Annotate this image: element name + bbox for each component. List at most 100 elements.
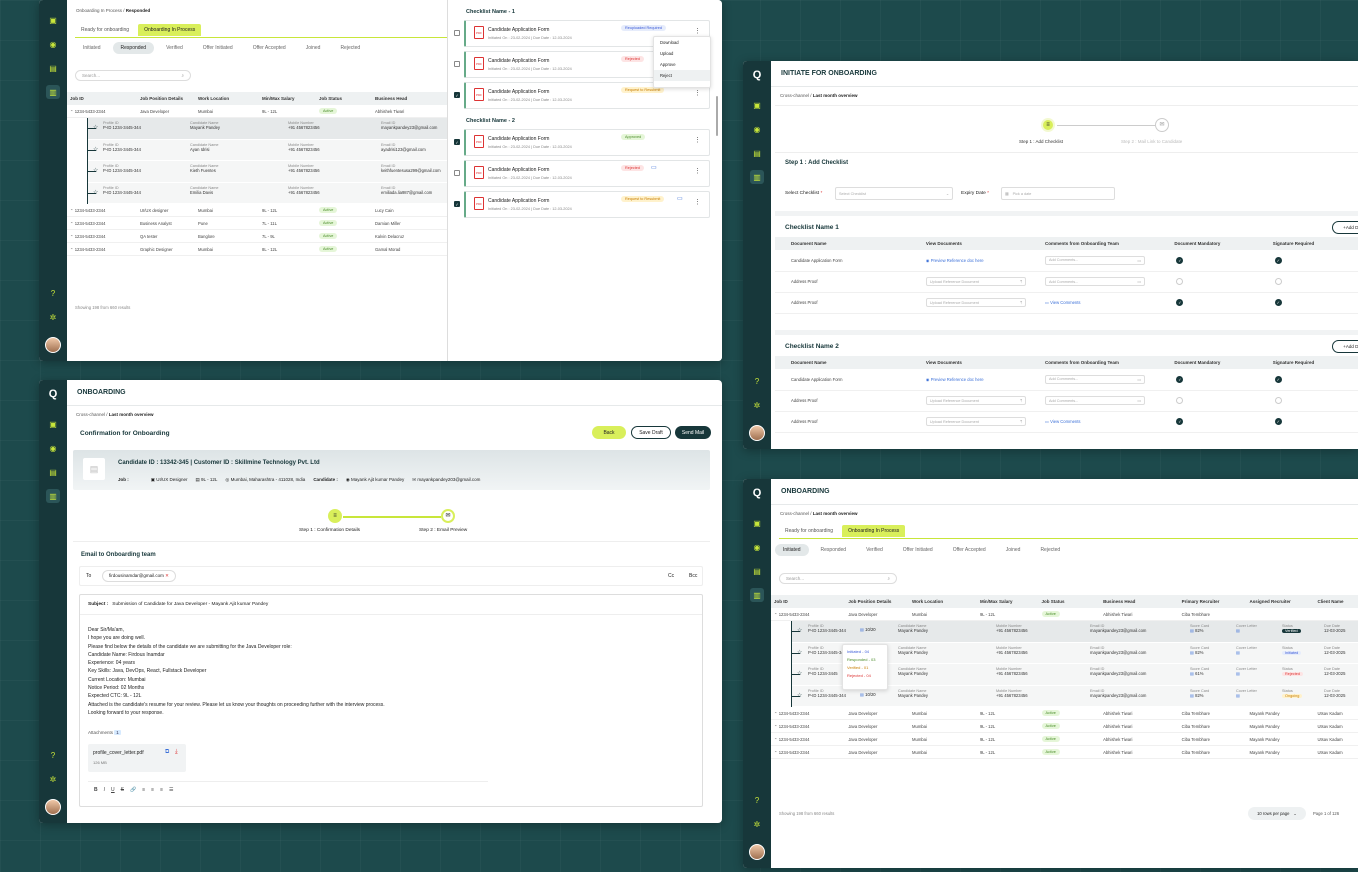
send-mail-button[interactable]: Send Mail [675,426,711,439]
candidate-row[interactable]: ☆ Profile ID P-ID 1234-3445-344 Candidate… [88,161,447,183]
attachment-card[interactable]: profile_cover_letter.pdf 126 MB ⧉ ⤓ [88,744,186,772]
help-icon[interactable]: ? [754,795,760,805]
score-card[interactable]: ▤ 82% [1190,628,1209,633]
column-header[interactable]: Document Mandatory [1174,360,1221,365]
table-row[interactable]: ⌃ 1234-5433-2344 Business Analyst Pune 7… [67,216,447,230]
view-comments-link[interactable]: ▭ View Comments [1044,419,1081,424]
doc-checkbox[interactable]: ✓ [454,139,460,145]
help-icon[interactable]: ? [50,750,56,760]
chevron-up-icon[interactable]: ⌃ [70,246,74,252]
star-icon[interactable]: ☆ [93,125,99,131]
doc-checkbox[interactable]: ✓ [454,92,460,98]
expiry-date-picker[interactable]: ▦ Pick a date [1001,187,1115,200]
column-header[interactable]: Document Name [791,360,827,365]
doc-count[interactable]: ▤ 10/20 [860,692,876,697]
tab-in-process[interactable]: Onboarding In Process [138,24,202,36]
search-input[interactable]: Search... ⌕ [779,573,897,584]
settings-icon[interactable]: ✲ [49,312,57,322]
chevron-up-icon[interactable]: ⌃ [70,108,74,114]
column-header[interactable]: Document Mandatory [1174,241,1221,246]
column-header[interactable]: Primary Recruiter [1181,599,1220,604]
table-row-expanded[interactable]: ⌃ 1234-5433-2344 Java Developer Mumbai 9L -… [771,608,1358,621]
add-document-button[interactable]: + Add Do [1332,221,1358,234]
mandatory-check[interactable]: ✓ [1176,418,1184,425]
col-status[interactable]: Job Status [319,96,343,101]
doc-checkbox[interactable]: ✓ [454,201,460,207]
add-document-button[interactable]: + Add Do [1332,340,1358,353]
rows-per-page-select[interactable]: 10 rows per page ⌄ [1248,807,1306,820]
upload-field[interactable]: Upload Reference Document ⤒ [925,396,1026,405]
chevron-up-icon[interactable]: ⌃ [774,611,778,617]
signature-check[interactable]: ✓ [1274,256,1282,264]
search-input[interactable]: Search... ⌕ [75,70,191,81]
column-header[interactable]: Work Location [912,599,944,604]
col-position[interactable]: Job Position Details [140,96,184,101]
doc-count[interactable]: ▤ 10/20 [860,627,876,632]
menu-upload[interactable]: Upload [660,51,674,56]
select-checklist-dropdown[interactable]: Select Checklist ⌄ [835,187,953,200]
upload-field[interactable]: Upload Reference Document ⤒ [925,417,1026,426]
subtab-joined[interactable]: Joined [1005,547,1021,553]
score-card[interactable]: ▤ 82% [1190,693,1209,698]
breadcrumb-item[interactable]: Cross-channel [780,511,810,516]
candidate-row[interactable]: ☆ Profile ID P-ID 1234-3445-344 Candidate… [88,139,447,161]
breadcrumb-item[interactable]: Cross-channel [76,412,106,417]
subtab-rejected[interactable]: Rejected [1040,547,1061,553]
kebab-menu-icon[interactable]: ⋮ [694,199,701,206]
subject-line[interactable]: Subject : Submission of Candidate for Ja… [80,595,702,615]
document-icon[interactable]: ▤ [49,63,57,73]
italic-icon[interactable]: I [103,786,106,793]
underline-icon[interactable]: U [111,786,115,793]
table-row[interactable]: ⌃ 1234-5433-2344 Java Developer Mumbai 9L -… [771,745,1358,759]
upload-field[interactable]: Upload Reference Document ⤒ [925,277,1026,286]
comment-icon[interactable]: ▭ [677,196,683,202]
doc-checkbox[interactable] [454,170,460,176]
candidate-row[interactable]: ☆ Profile ID P-ID 1234-3445 Candidate Nam… [792,664,1358,686]
menu-reject[interactable]: Reject [654,70,710,81]
subtab-initiated[interactable]: Initiated [775,544,809,556]
email-editor[interactable]: Subject : Submission of Candidate for Ja… [79,594,703,807]
settings-icon[interactable]: ✲ [753,400,761,410]
view-comments-link[interactable]: ▭ View Comments [1044,300,1081,305]
table-row[interactable]: ⌃ 1234-5433-2344 UI/UX designer Mumbai 9… [67,204,447,217]
close-icon[interactable]: ✕ [165,573,169,578]
kebab-menu-icon[interactable]: ⋮ [694,28,701,35]
cover-letter-icon[interactable]: ▤ [1236,628,1240,633]
candidate-row[interactable]: ☆ Profile ID P-ID 1234-3445-344 Candidate… [88,118,447,140]
menu-download[interactable]: Download [660,40,679,45]
tab-ready[interactable]: Ready for onboarding [785,528,834,534]
document-card[interactable]: PDF Candidate Application Form Initiated… [464,129,710,156]
chevron-up-icon[interactable]: ⌃ [774,710,778,716]
tab-ready[interactable]: Ready for onboarding [81,27,130,33]
column-header[interactable]: View Documents [925,241,962,246]
chevron-up-icon[interactable]: ⌃ [70,207,74,213]
mandatory-check[interactable] [1176,277,1184,285]
download-icon[interactable]: ⤓ [175,749,178,755]
score-card[interactable]: ▤ 61% [1190,671,1209,676]
table-row[interactable]: ⌃ 1234-5433-2344 QA tester Banglore 7L -… [67,229,447,243]
score-card[interactable]: ▤ 82% [1190,650,1209,655]
upload-field[interactable]: Upload Reference Document ⤒ [925,298,1026,307]
cover-letter-icon[interactable]: ▤ [1236,692,1240,698]
cover-letter-icon[interactable]: ▤ [1236,671,1240,676]
onboarding-icon[interactable]: ▥ [750,170,764,184]
doc-checkbox[interactable] [454,30,460,36]
avatar[interactable] [45,337,61,353]
chevron-up-icon[interactable]: ⌃ [774,736,778,742]
comment-icon[interactable]: ▭ [651,165,657,171]
mandatory-check[interactable] [1176,396,1184,404]
comment-input[interactable]: Add Comments... ▭ [1044,396,1145,405]
chevron-up-icon[interactable]: ⌃ [70,220,74,226]
kebab-menu-icon[interactable]: ⋮ [694,168,701,175]
star-icon[interactable]: ☆ [93,189,99,196]
comment-input[interactable]: Add Comments... ▭ [1044,255,1145,265]
signature-check[interactable]: ✓ [1274,375,1282,383]
column-header[interactable]: Comments from Onboarding Team [1044,360,1119,365]
align-center-icon[interactable]: ≡ [151,786,155,793]
link-icon[interactable]: 🔗 [129,786,137,793]
briefcase-icon[interactable]: ▣ [753,100,761,110]
recipient-chip[interactable]: firdousinamdar@gmail.com ✕ [102,570,176,582]
align-right-icon[interactable]: ≡ [160,786,163,793]
save-draft-button[interactable]: Save Draft [631,426,671,439]
col-business-head[interactable]: Business Head [375,96,408,101]
